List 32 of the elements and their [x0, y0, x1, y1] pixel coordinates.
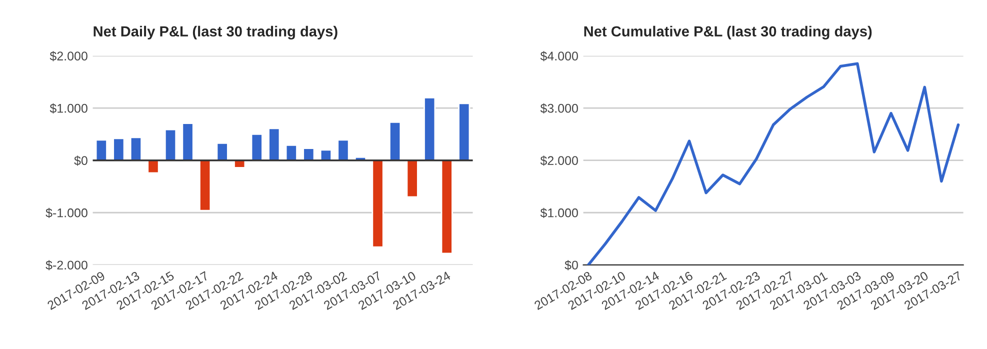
y-tick-label: $1.000 [540, 208, 578, 218]
y-tick-label: $-1.000 [46, 208, 88, 218]
bar [95, 139, 108, 162]
bar [406, 160, 418, 198]
bar [337, 139, 350, 162]
y-tick-label: $0 [74, 156, 88, 166]
bar [372, 160, 384, 248]
y-tick-label: $0 [564, 260, 578, 270]
bar [182, 122, 194, 162]
bar [440, 160, 453, 254]
bar [199, 160, 212, 212]
chart-title: Net Cumulative P&L (last 30 trading days) [584, 26, 872, 40]
bar [458, 102, 470, 162]
y-tick-label: $3.000 [540, 103, 578, 114]
y-tick-label: $2.000 [540, 156, 578, 166]
y-tick-label: $1.000 [50, 103, 88, 114]
bar [216, 142, 228, 162]
bar [388, 122, 402, 162]
bar [424, 96, 436, 162]
bar [302, 148, 315, 162]
bar [285, 144, 298, 162]
bar [250, 134, 263, 162]
bar [268, 128, 280, 162]
chart-title: Net Daily P&L (last 30 trading days) [94, 26, 338, 40]
line-series [586, 62, 960, 265]
y-tick-label: $2.000 [50, 51, 88, 62]
bar [164, 128, 177, 162]
bar [112, 138, 125, 162]
y-tick-label: $-2.000 [46, 260, 88, 270]
bar [130, 136, 142, 162]
y-tick-label: $4.000 [540, 51, 578, 62]
bar [147, 160, 160, 174]
